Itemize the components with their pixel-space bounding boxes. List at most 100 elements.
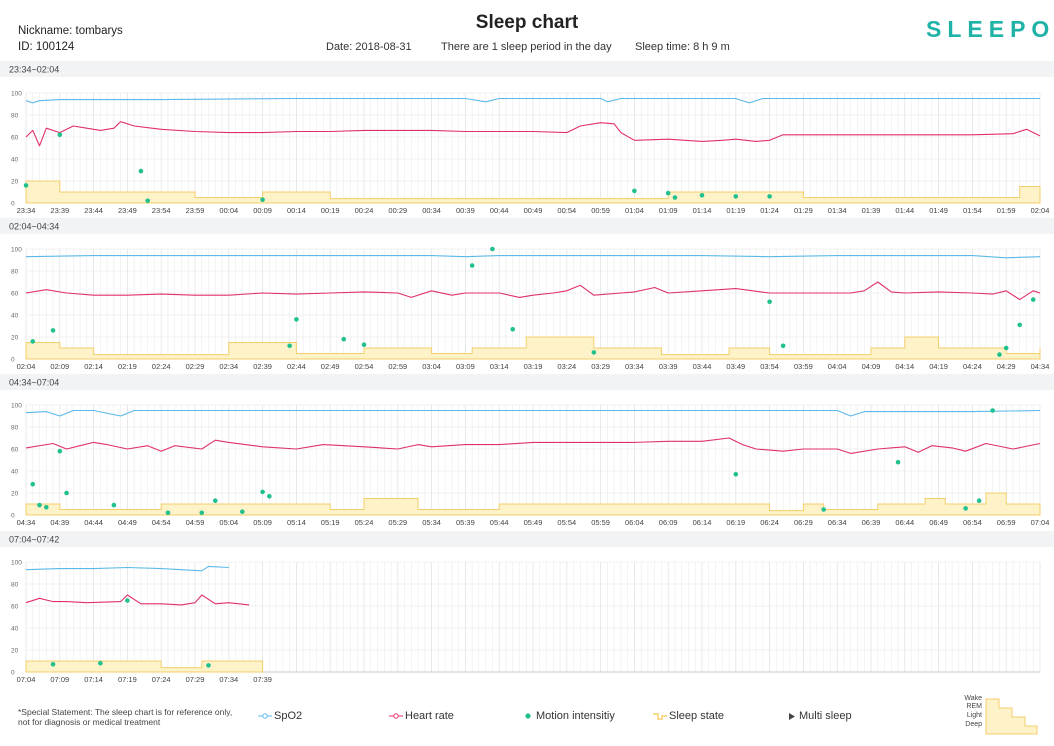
y-tick-label: 0 (11, 357, 15, 364)
motion-point (294, 317, 299, 322)
x-tick-label: 05:39 (456, 518, 475, 527)
x-tick-label: 06:49 (929, 518, 948, 527)
x-tick-label: 01:59 (997, 206, 1016, 215)
y-tick-label: 40 (11, 157, 19, 164)
motion-point (260, 489, 265, 495)
motion-point (98, 660, 103, 666)
x-tick-label: 03:24 (557, 362, 576, 371)
y-tick-label: 100 (11, 560, 22, 567)
motion-point (57, 448, 63, 454)
x-tick-label: 02:14 (84, 362, 103, 371)
legend-multi-sleep[interactable]: Multi sleep (787, 710, 852, 722)
legend-spo2[interactable]: SpO2 (258, 710, 302, 722)
x-tick-label: 23:59 (186, 206, 205, 215)
motion-point (963, 506, 968, 511)
x-tick-label: 02:59 (388, 362, 407, 371)
legend-motion[interactable]: Motion intensitiy (524, 710, 615, 722)
x-tick-label: 00:29 (388, 206, 407, 215)
y-tick-label: 20 (11, 491, 19, 498)
chart-panel-1: 23:34~02:04 0 20 40 60 80 100 23:34 23:39 23:44 23… (0, 61, 1054, 215)
x-tick-label: 01:14 (693, 206, 712, 215)
x-tick-label: 02:34 (219, 362, 238, 371)
motion-point (591, 350, 597, 355)
x-tick-label: 01:09 (659, 206, 678, 215)
x-tick-label: 07:04 (1031, 518, 1050, 527)
motion-point (23, 183, 29, 188)
motion-point (490, 246, 495, 252)
x-tick-label: 23:39 (50, 206, 69, 215)
x-tick-label: 03:34 (625, 362, 644, 371)
y-tick-label: 80 (11, 269, 19, 276)
legend-spo2-label: SpO2 (274, 710, 303, 722)
x-tick-label: 04:09 (862, 362, 881, 371)
y-tick-label: 20 (11, 335, 19, 342)
spo2-line (25, 97, 1040, 104)
state-level-rem: REM (966, 703, 982, 710)
period-title: 23:34~02:04 (9, 65, 59, 75)
x-tick-label: 05:09 (253, 518, 272, 527)
chart-footer: *Special Statement: The sleep chart is f… (0, 690, 1054, 746)
period-band (0, 374, 1054, 390)
x-tick-label: 04:49 (118, 518, 137, 527)
x-tick-label: 07:39 (253, 675, 272, 684)
sleep-state-area (25, 180, 1041, 204)
motion-point (672, 195, 678, 200)
x-tick-label: 01:19 (726, 206, 745, 215)
y-tick-label: 40 (11, 469, 19, 476)
x-tick-label: 04:14 (895, 362, 914, 371)
x-tick-label: 03:09 (456, 362, 475, 371)
y-tick-label: 0 (11, 513, 15, 520)
heart-rate-line (25, 121, 1041, 147)
heart-rate-legend-icon (389, 713, 403, 719)
x-tick-label: 23:49 (118, 206, 137, 215)
x-tick-label: 03:04 (422, 362, 441, 371)
period-title: 04:34~07:04 (9, 378, 59, 388)
x-tick-label: 07:09 (50, 675, 69, 684)
motion-point (212, 498, 218, 504)
x-tick-label: 05:59 (591, 518, 610, 527)
motion-point (990, 408, 995, 413)
x-tick-label: 00:04 (219, 206, 238, 215)
disclaimer-line-1: *Special Statement: The sleep chart is f… (18, 707, 233, 717)
motion-point (30, 481, 36, 487)
x-tick-label: 05:29 (388, 518, 407, 527)
x-tick-label: 00:49 (524, 206, 543, 215)
state-level-light: Light (966, 712, 982, 719)
x-tick-label: 01:44 (895, 206, 914, 215)
x-tick-label: 06:29 (794, 518, 813, 527)
chart-panel-4: 07:04~07:42 0 20 40 60 80 100 07:04 07:09 07:14 07… (0, 531, 1054, 684)
period-title: 02:04~04:34 (9, 222, 59, 232)
spo2-line (25, 409, 1041, 417)
legend-heart-rate[interactable]: Heart rate (389, 710, 454, 722)
x-tick-label: 06:04 (625, 518, 644, 527)
x-tick-label: 07:19 (118, 675, 137, 684)
x-tick-label: 03:44 (693, 362, 712, 371)
x-tick-label: 06:59 (997, 518, 1016, 527)
play-triangle-icon (789, 712, 795, 720)
x-tick-label: 00:14 (287, 206, 306, 215)
x-tick-label: 03:14 (490, 362, 509, 371)
x-tick-label: 23:34 (17, 206, 36, 215)
legend-sleep-state[interactable]: Sleep state (653, 710, 724, 722)
x-tick-label: 00:34 (422, 206, 441, 215)
motion-point (733, 194, 739, 199)
motion-point (510, 327, 516, 332)
motion-point (997, 352, 1002, 357)
legend-heart-rate-label: Heart rate (405, 710, 454, 722)
motion-point (206, 663, 211, 668)
motion-point (287, 343, 292, 349)
x-tick-label: 23:44 (84, 206, 103, 215)
x-tick-label: 06:24 (760, 518, 779, 527)
motion-point (976, 498, 982, 504)
sleep-time-label: Sleep time: 8 h 9 m (635, 41, 730, 53)
motion-point (632, 188, 637, 194)
x-tick-label: 07:24 (152, 675, 171, 684)
motion-point (1003, 345, 1009, 351)
motion-point (665, 190, 671, 196)
x-tick-label: 05:24 (355, 518, 374, 527)
y-tick-label: 40 (11, 626, 19, 633)
motion-point (240, 509, 245, 514)
motion-point (199, 510, 205, 516)
x-tick-label: 05:49 (524, 518, 543, 527)
x-tick-label: 06:09 (659, 518, 678, 527)
